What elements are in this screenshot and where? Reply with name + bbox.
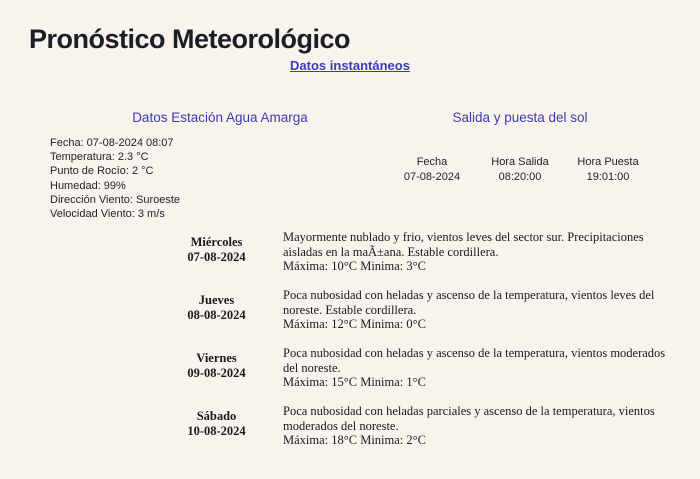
sun-table: Fecha 07-08-2024 Hora Salida 08:20:00 Ho… bbox=[388, 155, 652, 185]
forecast-day-label: Jueves 08-08-2024 bbox=[150, 288, 283, 346]
forecast-row-miercoles: Miércoles 07-08-2024 Mayormente nublado … bbox=[150, 230, 670, 288]
forecast-day-label: Miércoles 07-08-2024 bbox=[150, 230, 283, 288]
forecast-description: Poca nubosidad con heladas parciales y a… bbox=[283, 404, 668, 462]
forecast-text: Poca nubosidad con heladas parciales y a… bbox=[283, 404, 655, 433]
sun-section-header: Salida y puesta del sol bbox=[452, 110, 588, 125]
forecast-description: Mayormente nublado y frio, vientos leves… bbox=[283, 230, 668, 288]
sun-col-puesta: Hora Puesta 19:01:00 bbox=[564, 155, 652, 185]
forecast-row-sabado: Sábado 10-08-2024 Poca nubosidad con hel… bbox=[150, 404, 670, 462]
forecast-day-name: Miércoles bbox=[190, 235, 243, 249]
forecast-description: Poca nubosidad con heladas y ascenso de … bbox=[283, 288, 668, 346]
forecast-day-date: 08-08-2024 bbox=[187, 307, 246, 322]
forecast-minmax: Máxima: 18°C Minima: 2°C bbox=[283, 433, 426, 448]
station-direccion-viento: Dirección Viento: Suroeste bbox=[50, 193, 181, 206]
forecast-text: Poca nubosidad con heladas y ascenso de … bbox=[283, 346, 666, 375]
sun-header-fecha: Fecha bbox=[416, 156, 448, 168]
station-velocidad-viento: Velocidad Viento: 3 m/s bbox=[50, 208, 165, 221]
forecast-minmax: Máxima: 15°C Minima: 1°C bbox=[283, 375, 426, 390]
sun-header-salida: Hora Salida bbox=[491, 156, 549, 168]
forecast-day-label: Sábado 10-08-2024 bbox=[150, 404, 283, 462]
instant-data-link-container: Datos instantáneos bbox=[0, 57, 700, 75]
forecast-text: Mayormente nublado y frio, vientos leves… bbox=[283, 230, 644, 259]
instant-data-link[interactable]: Datos instantáneos bbox=[290, 58, 410, 73]
sun-value-puesta: 19:01:00 bbox=[586, 171, 630, 183]
sun-header-puesta: Hora Puesta bbox=[577, 156, 639, 168]
station-data-block: Fecha: 07-08-2024 08:07 Temperatura: 2.3… bbox=[50, 136, 180, 221]
forecast-minmax: Máxima: 10°C Minima: 3°C bbox=[283, 259, 426, 274]
station-section-header: Datos Estación Agua Amarga bbox=[132, 110, 308, 125]
station-humedad: Humedad: 99% bbox=[50, 179, 126, 192]
forecast-day-date: 10-08-2024 bbox=[187, 423, 246, 438]
forecast-day-date: 07-08-2024 bbox=[187, 249, 246, 264]
forecast-day-label: Viernes 09-08-2024 bbox=[150, 346, 283, 404]
forecast-table: Miércoles 07-08-2024 Mayormente nublado … bbox=[150, 230, 670, 462]
sun-col-fecha: Fecha 07-08-2024 bbox=[388, 155, 476, 185]
station-fecha: Fecha: 07-08-2024 08:07 bbox=[50, 137, 174, 149]
forecast-day-date: 09-08-2024 bbox=[187, 365, 246, 380]
page-title: Pronóstico Meteorológico bbox=[29, 24, 351, 55]
forecast-day-name: Jueves bbox=[198, 293, 235, 307]
forecast-description: Poca nubosidad con heladas y ascenso de … bbox=[283, 346, 668, 404]
forecast-day-name: Viernes bbox=[196, 351, 237, 365]
forecast-day-name: Sábado bbox=[196, 409, 237, 423]
station-punto-rocio: Punto de Rocío: 2 °C bbox=[50, 165, 154, 178]
forecast-row-viernes: Viernes 09-08-2024 Poca nubosidad con he… bbox=[150, 346, 670, 404]
sun-value-fecha: 07-08-2024 bbox=[403, 171, 461, 183]
forecast-minmax: Máxima: 12°C Minima: 0°C bbox=[283, 317, 426, 332]
sun-value-salida: 08:20:00 bbox=[498, 171, 542, 183]
sun-col-salida: Hora Salida 08:20:00 bbox=[476, 155, 564, 185]
forecast-text: Poca nubosidad con heladas y ascenso de … bbox=[283, 288, 655, 317]
station-temperatura: Temperatura: 2.3 °C bbox=[50, 151, 149, 164]
forecast-row-jueves: Jueves 08-08-2024 Poca nubosidad con hel… bbox=[150, 288, 670, 346]
